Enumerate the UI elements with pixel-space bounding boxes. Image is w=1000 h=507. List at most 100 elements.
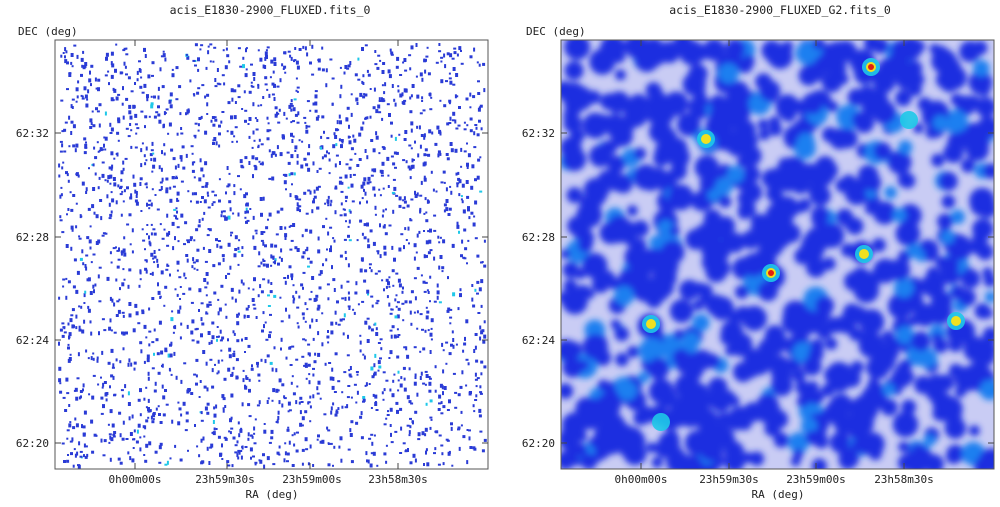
photon-speck	[416, 310, 419, 314]
photon-speck	[251, 298, 255, 302]
photon-speck	[426, 462, 430, 467]
photon-speck	[449, 116, 452, 121]
photon-speck	[61, 130, 65, 133]
photon-speck	[66, 61, 69, 65]
photon-speck	[176, 132, 179, 136]
photon-speck	[244, 210, 247, 214]
photon-speck	[331, 77, 335, 80]
photon-speck	[349, 366, 352, 370]
photon-speck	[298, 48, 302, 51]
blob	[825, 403, 847, 425]
photon-speck	[136, 78, 139, 82]
photon-speck	[367, 176, 371, 181]
photon-speck	[339, 161, 341, 165]
photon-speck	[288, 346, 292, 350]
photon-speck	[115, 278, 118, 282]
photon-speck	[257, 104, 260, 107]
photon-speck	[182, 401, 186, 406]
photon-speck	[152, 413, 156, 418]
photon-speck	[478, 63, 481, 67]
photon-speck	[474, 178, 477, 182]
photon-speck	[256, 361, 259, 365]
photon-speck	[72, 144, 76, 148]
photon-speck	[255, 128, 259, 131]
photon-speck	[62, 278, 66, 281]
blob	[795, 41, 819, 65]
photon-speck	[381, 84, 384, 87]
photon-speck	[428, 129, 432, 134]
photon-speck	[118, 298, 121, 301]
photon-speck	[317, 331, 320, 336]
photon-speck	[272, 463, 276, 466]
photon-speck	[436, 295, 439, 300]
photon-speck	[393, 186, 397, 191]
photon-speck	[307, 462, 310, 466]
photon-speck	[474, 288, 477, 292]
photon-speck	[397, 278, 401, 283]
photon-speck	[440, 56, 444, 59]
photon-speck	[433, 300, 437, 303]
photon-speck	[298, 401, 301, 405]
photon-speck	[60, 193, 63, 197]
photon-speck	[423, 254, 426, 259]
photon-speck	[359, 268, 363, 273]
photon-speck	[370, 295, 374, 298]
blob	[984, 291, 994, 303]
photon-speck	[90, 64, 94, 68]
photon-speck	[148, 207, 151, 210]
photon-speck	[187, 108, 190, 111]
photon-speck	[259, 197, 263, 201]
photon-speck	[408, 300, 412, 304]
blob	[788, 432, 810, 453]
photon-speck	[362, 181, 366, 186]
photon-speck	[97, 274, 100, 279]
photon-speck	[219, 329, 222, 334]
photon-speck	[321, 312, 324, 315]
photon-speck	[155, 338, 159, 342]
photon-speck	[456, 182, 460, 185]
photon-speck	[109, 251, 112, 255]
photon-speck	[296, 160, 299, 165]
photon-speck	[233, 350, 236, 353]
photon-speck	[468, 429, 471, 432]
photon-speck	[424, 281, 428, 284]
photon-speck	[131, 228, 134, 233]
image-canvas[interactable]	[555, 34, 1000, 479]
photon-speck	[358, 132, 362, 137]
photon-speck	[71, 106, 74, 109]
photon-speck	[389, 424, 392, 427]
photon-speck	[232, 212, 235, 215]
photon-speck	[403, 99, 407, 102]
photon-speck	[206, 191, 209, 195]
photon-speck	[62, 161, 65, 164]
photon-speck	[246, 210, 249, 214]
photon-speck	[158, 119, 162, 124]
photon-speck	[118, 411, 122, 415]
photon-speck	[243, 90, 246, 94]
photon-speck	[245, 377, 249, 380]
photon-speck	[206, 446, 209, 451]
photon-speck	[150, 223, 153, 226]
photon-speck	[206, 402, 210, 406]
x-axis-label: RA (deg)	[752, 488, 805, 501]
photon-speck	[63, 460, 66, 463]
photon-speck	[392, 379, 395, 383]
photon-speck	[309, 420, 312, 423]
blob	[685, 228, 707, 250]
photon-speck	[236, 453, 239, 458]
photon-speck	[197, 87, 201, 90]
photon-speck	[130, 129, 133, 132]
photon-speck	[419, 112, 423, 115]
photon-speck	[378, 100, 382, 102]
photon-speck	[339, 254, 343, 258]
photon-speck	[419, 209, 422, 214]
blob	[666, 450, 690, 469]
photon-speck	[177, 163, 180, 168]
photon-speck	[281, 403, 284, 408]
blob	[898, 140, 913, 155]
image-canvas[interactable]	[58, 43, 487, 469]
photon-speck	[289, 248, 293, 251]
photon-speck	[237, 263, 240, 266]
photon-speck	[314, 90, 318, 93]
blob	[670, 163, 687, 181]
